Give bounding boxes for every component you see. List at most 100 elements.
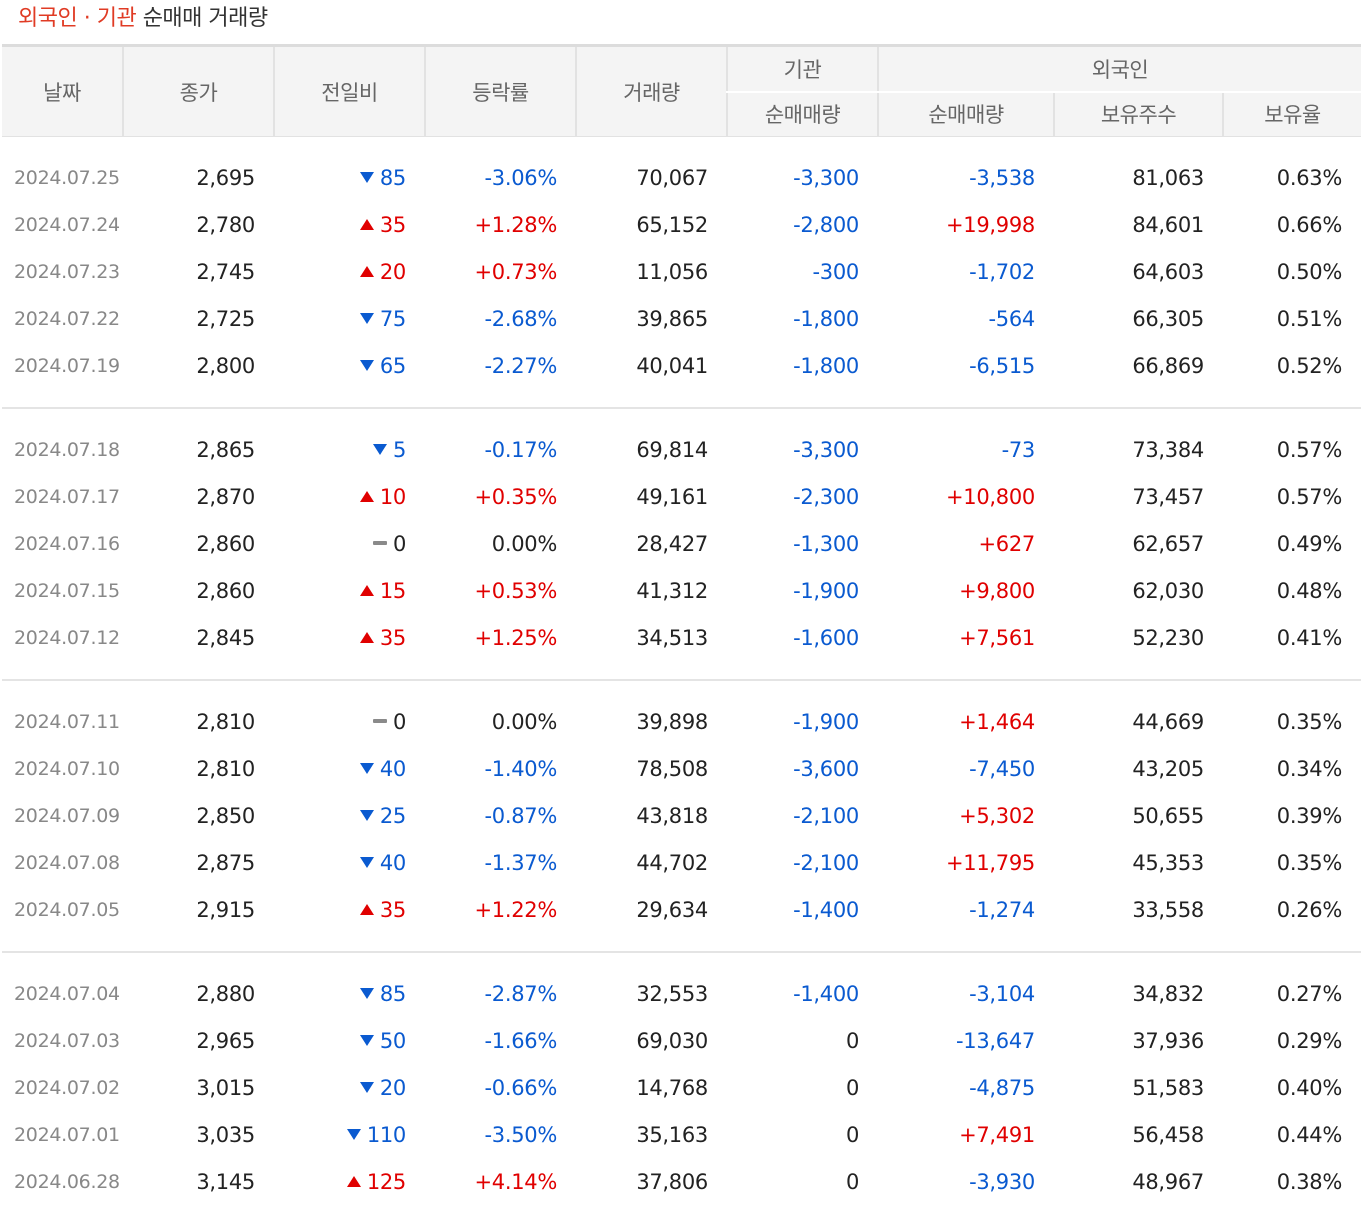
- arrow-up-icon: [346, 1175, 361, 1187]
- foreign-holding-cell: 43,205: [1132, 757, 1204, 781]
- change-cell: 15: [274, 568, 425, 615]
- foreign-holding-cell: 73,384: [1132, 438, 1204, 462]
- date-cell: 2024.06.28: [14, 1171, 120, 1193]
- arrow-down-icon: [359, 171, 374, 183]
- rate-cell: +0.35%: [474, 485, 557, 509]
- foreign-holding-cell: 84,601: [1132, 213, 1204, 237]
- close-cell: 2,915: [196, 898, 255, 922]
- change-cell: 25: [274, 793, 425, 840]
- header-rate: 등락률: [424, 45, 576, 137]
- volume-cell: 78,508: [636, 757, 708, 781]
- date-cell: 2024.07.19: [14, 355, 120, 377]
- rate-cell: -1.66%: [484, 1029, 558, 1053]
- section-title-highlight: 외국인 · 기관: [18, 6, 137, 31]
- header-foreign-holding: 보유주수: [1053, 90, 1223, 137]
- rate-cell: -0.17%: [484, 438, 558, 462]
- foreign-net-cell: +7,491: [959, 1123, 1035, 1147]
- date-cell: 2024.07.25: [14, 167, 120, 189]
- foreign-net-cell: -3,538: [969, 166, 1035, 190]
- institution-net-cell: 0: [845, 1029, 859, 1053]
- change-cell: 20: [274, 1065, 425, 1112]
- close-cell: 2,875: [196, 851, 255, 875]
- date-cell: 2024.07.05: [14, 899, 120, 921]
- foreign-ratio-cell: 0.39%: [1276, 804, 1343, 828]
- group-spacer: [2, 662, 1361, 680]
- arrow-down-icon: [359, 1081, 374, 1093]
- rate-cell: -0.87%: [484, 804, 558, 828]
- foreign-ratio-cell: 0.49%: [1276, 532, 1343, 556]
- volume-cell: 41,312: [636, 579, 708, 603]
- institution-net-cell: -2,800: [793, 213, 859, 237]
- foreign-net-cell: -1,274: [969, 898, 1035, 922]
- foreign-net-cell: +1,464: [959, 710, 1035, 734]
- change-value: 85: [379, 166, 406, 190]
- rate-cell: +1.28%: [474, 213, 557, 237]
- table-row: 2024.07.17 2,870 10 +0.35% 49,161 -2,300 +10,8…: [2, 474, 1361, 521]
- arrow-up-icon: [359, 490, 374, 502]
- change-value: 85: [379, 982, 406, 1006]
- foreign-net-cell: +627: [978, 532, 1036, 556]
- foreign-holding-cell: 52,230: [1132, 626, 1204, 650]
- header-foreign-ratio: 보유율: [1222, 90, 1361, 137]
- foreign-ratio-cell: 0.48%: [1276, 579, 1343, 603]
- rate-cell: -0.66%: [484, 1076, 558, 1100]
- close-cell: 2,845: [196, 626, 255, 650]
- date-cell: 2024.07.12: [14, 627, 120, 649]
- foreign-ratio-cell: 0.51%: [1276, 307, 1343, 331]
- foreign-holding-cell: 73,457: [1132, 485, 1204, 509]
- foreign-ratio-cell: 0.34%: [1276, 757, 1343, 781]
- change-value: 10: [379, 485, 406, 509]
- dash-icon: [372, 719, 387, 723]
- close-cell: 3,145: [196, 1170, 255, 1194]
- date-cell: 2024.07.22: [14, 308, 120, 330]
- arrow-up-icon: [359, 218, 374, 230]
- volume-cell: 37,806: [636, 1170, 708, 1194]
- volume-cell: 14,768: [636, 1076, 708, 1100]
- foreign-ratio-cell: 0.35%: [1276, 710, 1343, 734]
- rate-cell: +0.73%: [474, 260, 557, 284]
- change-value: 125: [366, 1170, 406, 1194]
- institution-net-cell: -3,300: [793, 438, 859, 462]
- foreign-net-cell: -7,450: [969, 757, 1035, 781]
- change-cell: 35: [274, 202, 425, 249]
- foreign-ratio-cell: 0.41%: [1276, 626, 1343, 650]
- investor-trading-table: 날짜 종가 전일비 등락률 거래량 기관 외국인 순매매량 순매매량 보유주수 …: [2, 44, 1361, 1206]
- change-value: 35: [379, 626, 406, 650]
- rate-cell: -3.50%: [484, 1123, 558, 1147]
- volume-cell: 35,163: [636, 1123, 708, 1147]
- change-cell: 110: [274, 1112, 425, 1159]
- foreign-ratio-cell: 0.44%: [1276, 1123, 1343, 1147]
- institution-net-cell: -1,300: [793, 532, 859, 556]
- arrow-up-icon: [359, 584, 374, 596]
- change-cell: 65: [274, 343, 425, 390]
- table-row: 2024.07.24 2,780 35 +1.28% 65,152 -2,800 +19,9…: [2, 202, 1361, 249]
- date-cell: 2024.07.24: [14, 214, 120, 236]
- arrow-down-icon: [359, 312, 374, 324]
- institution-net-cell: -2,100: [793, 851, 859, 875]
- foreign-net-cell: +5,302: [959, 804, 1035, 828]
- foreign-net-cell: +7,561: [959, 626, 1035, 650]
- foreign-ratio-cell: 0.38%: [1276, 1170, 1343, 1194]
- foreign-net-cell: +10,800: [946, 485, 1035, 509]
- table-row: 2024.07.12 2,845 35 +1.25% 34,513 -1,600 +7,56…: [2, 615, 1361, 662]
- change-value: 5: [392, 438, 406, 462]
- change-cell: 0: [274, 699, 425, 746]
- institution-net-cell: -1,400: [793, 898, 859, 922]
- rate-cell: 0.00%: [491, 532, 558, 556]
- change-cell: 5: [274, 427, 425, 474]
- date-cell: 2024.07.15: [14, 580, 120, 602]
- close-cell: 2,695: [196, 166, 255, 190]
- arrow-down-icon: [359, 809, 374, 821]
- arrow-down-icon: [359, 1034, 374, 1046]
- date-cell: 2024.07.04: [14, 983, 120, 1005]
- close-cell: 2,860: [196, 579, 255, 603]
- change-cell: 0: [274, 521, 425, 568]
- foreign-net-cell: -73: [1001, 438, 1036, 462]
- volume-cell: 65,152: [636, 213, 708, 237]
- change-value: 35: [379, 213, 406, 237]
- table-row: 2024.07.18 2,865 5 -0.17% 69,814 -3,300 -73 73,…: [2, 427, 1361, 474]
- foreign-holding-cell: 81,063: [1132, 166, 1204, 190]
- table-row: 2024.07.09 2,850 25 -0.87% 43,818 -2,100 +5,30…: [2, 793, 1361, 840]
- change-value: 20: [379, 1076, 406, 1100]
- foreign-holding-cell: 45,353: [1132, 851, 1204, 875]
